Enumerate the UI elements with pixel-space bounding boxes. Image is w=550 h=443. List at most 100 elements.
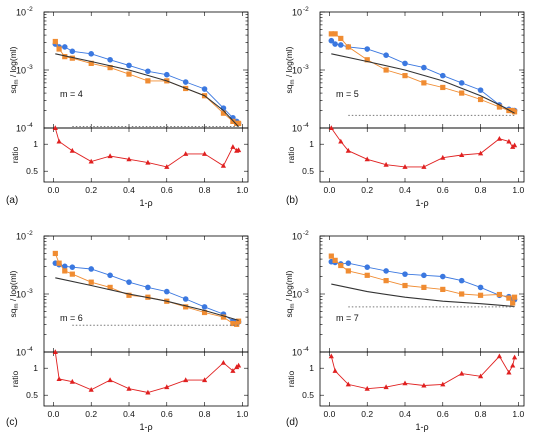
panel-c-ratio-point <box>183 377 189 383</box>
panel-b-series-1-point <box>496 104 503 110</box>
panel-b-ytick-label-0: 10 <box>292 124 302 134</box>
panel-b-ytick-exponent-1: -3 <box>303 64 309 71</box>
panel-d-series-2-line <box>331 283 515 308</box>
panel-d-series-1-point <box>510 300 516 306</box>
panel-c-xtick-label-2: 0.4 <box>123 409 135 419</box>
panel-b-xtick-label-4: 0.8 <box>475 185 487 195</box>
panel-c-series-1-point <box>230 320 236 327</box>
panel-c-series-1-point <box>69 271 75 277</box>
panel-b-series-1-point <box>421 80 427 86</box>
panel-d-series-1-point <box>364 272 370 278</box>
ylabel-main: sq <box>8 84 18 93</box>
panel-d-ratio-point <box>345 381 351 387</box>
panel-a-top-ylabel: sqm / log(ml) <box>8 46 20 93</box>
panel-d-ratio-point <box>332 368 338 373</box>
panel-b-ratio-point <box>383 161 389 167</box>
panel-d-series-1-point <box>345 268 351 274</box>
panel-c-series-0-point <box>163 288 170 295</box>
panel-a-series-0-point <box>163 71 170 78</box>
panel-c-ratio-ytick-label-1: 1 <box>33 363 38 373</box>
panel-a-series-0-point <box>88 51 95 57</box>
panel-a-ratio-point <box>52 125 58 130</box>
panel-b-series-0-point <box>477 87 484 93</box>
panel-c-series-1-point <box>62 268 68 274</box>
panel-d-series-0-point <box>383 268 389 274</box>
panel-b-series-1-point <box>338 35 344 42</box>
panel-a-series-0-point <box>182 79 189 85</box>
panel-b-ratio-point <box>459 152 465 157</box>
panel-a-xtick-label-4: 0.8 <box>199 185 211 195</box>
ylabel-main: sq <box>284 308 294 317</box>
panel-d-series-0-point <box>402 271 408 277</box>
panel-c-series-0-point <box>126 279 132 285</box>
panel-b-ytick-label-2: 10 <box>292 8 302 18</box>
panel-a-ratio-point <box>145 159 151 165</box>
panel-a-series-1-point <box>88 60 94 66</box>
panel-b-ratio-ytick-label-0: 0.5 <box>302 166 314 176</box>
panel-b-ratio-point <box>512 142 518 148</box>
panel-b-xtick-label-0: 0.0 <box>324 185 336 195</box>
panel-b-xtick-label-2: 0.4 <box>399 185 411 195</box>
panel-a-series-0-point <box>69 48 76 55</box>
panel-b-series-1-point <box>511 109 518 115</box>
panel-a-ratio-point <box>164 164 170 169</box>
panel-d-ratio-line <box>330 355 516 390</box>
panel-b-series-0-point <box>458 80 465 86</box>
ylabel-rest: / log(ml) <box>284 46 294 79</box>
panel-d-ratio-ytick-label-1: 1 <box>309 363 314 373</box>
panel-b-series-0-point <box>332 41 338 47</box>
panel-b-xtick-label-3: 0.6 <box>437 185 449 195</box>
panel-d-series-1-point <box>402 282 408 289</box>
panel-b: (b) 10-410-310 -20.0 0.2 0.4 0.6 0.8 1.01-ρsqm… <box>284 6 525 208</box>
panel-d-ratio-point <box>478 373 484 379</box>
panel-d-ratio-ytick-label-0: 0.5 <box>302 390 314 400</box>
panel-c-series-1-point <box>220 314 227 320</box>
panel-c-series-1-point <box>183 304 189 310</box>
ylabel-subscript: m <box>14 304 20 309</box>
panel-b-ratio-point <box>421 164 427 169</box>
panel-d-bottom-frame <box>319 351 525 407</box>
panel-d-ytick-exponent-2: -2 <box>303 230 309 237</box>
panel-d-ratio-point <box>440 381 446 387</box>
panel-b-ratio-line <box>330 127 515 168</box>
panel-d-label: (d) <box>286 417 298 428</box>
panel-b-top-frame <box>319 11 525 129</box>
panel-a-series-1-point <box>220 110 227 116</box>
panel-a-xtick-label-1: 0.2 <box>85 185 97 195</box>
panel-a-series-0-point <box>201 86 208 92</box>
panel-a-ratio-ytick-label-0: 0.5 <box>26 166 38 176</box>
panel-a-series-1-point <box>62 54 68 60</box>
panel-a-series-2-line <box>55 53 240 128</box>
panel-c-ratio-point <box>164 384 170 390</box>
panel-b-top-ylabel: sqm / log(ml) <box>284 46 296 93</box>
panel-b-ratio-point <box>345 147 351 153</box>
panel-d-series-1-point <box>338 262 344 269</box>
panel-b-ratio-point <box>364 156 370 162</box>
panel-d-top-frame <box>319 235 525 353</box>
panel-d-ytick-label-1: 10 <box>292 290 302 300</box>
panel-d-ratio-point <box>496 353 502 359</box>
panel-d-series-1-point <box>332 257 338 263</box>
panel-c-series-0-point <box>201 304 208 310</box>
panel-d-xtick-label-4: 0.8 <box>475 409 487 419</box>
panel-a-ratio-point <box>56 138 62 144</box>
panel-a-xtick-label-2: 0.4 <box>123 185 135 195</box>
panel-c-xtick-label-0: 0.0 <box>48 409 60 419</box>
panel-d-series-1-point <box>383 278 389 284</box>
panel-a-ratio-ytick-label-1: 1 <box>33 139 38 149</box>
panel-d-ratio-point <box>402 380 408 386</box>
panel-a-ratio-point <box>69 147 75 153</box>
panel-d-series-0-point <box>364 264 371 270</box>
panel-c-top-ylabel: sqm / log(ml) <box>8 270 20 317</box>
panel-c-series-0-point <box>69 264 76 270</box>
panel-d-series-1-point <box>506 295 512 301</box>
panel-a-series-1-point <box>56 46 62 52</box>
panel-c-bottom-frame <box>43 351 249 407</box>
panel-c-series-1-point <box>126 292 132 298</box>
panel-c: (c) 10-410-310 -20.0 0.2 0.4 0.6 0.8 1.01-ρsqm… <box>6 230 249 432</box>
panel-d-series-1-point <box>421 284 427 290</box>
panel-a-ratio-point <box>183 151 189 156</box>
panel-c-ytick-exponent-2: -2 <box>27 230 33 237</box>
panel-a-xlabel: 1-ρ <box>139 198 152 208</box>
